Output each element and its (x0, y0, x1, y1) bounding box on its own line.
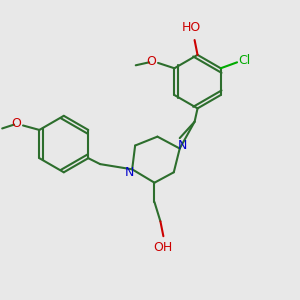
Text: N: N (124, 166, 134, 179)
Text: O: O (12, 118, 22, 130)
Text: OH: OH (154, 241, 173, 254)
Text: N: N (178, 139, 188, 152)
Text: O: O (147, 55, 157, 68)
Text: HO: HO (182, 21, 201, 34)
Text: Cl: Cl (238, 54, 251, 67)
